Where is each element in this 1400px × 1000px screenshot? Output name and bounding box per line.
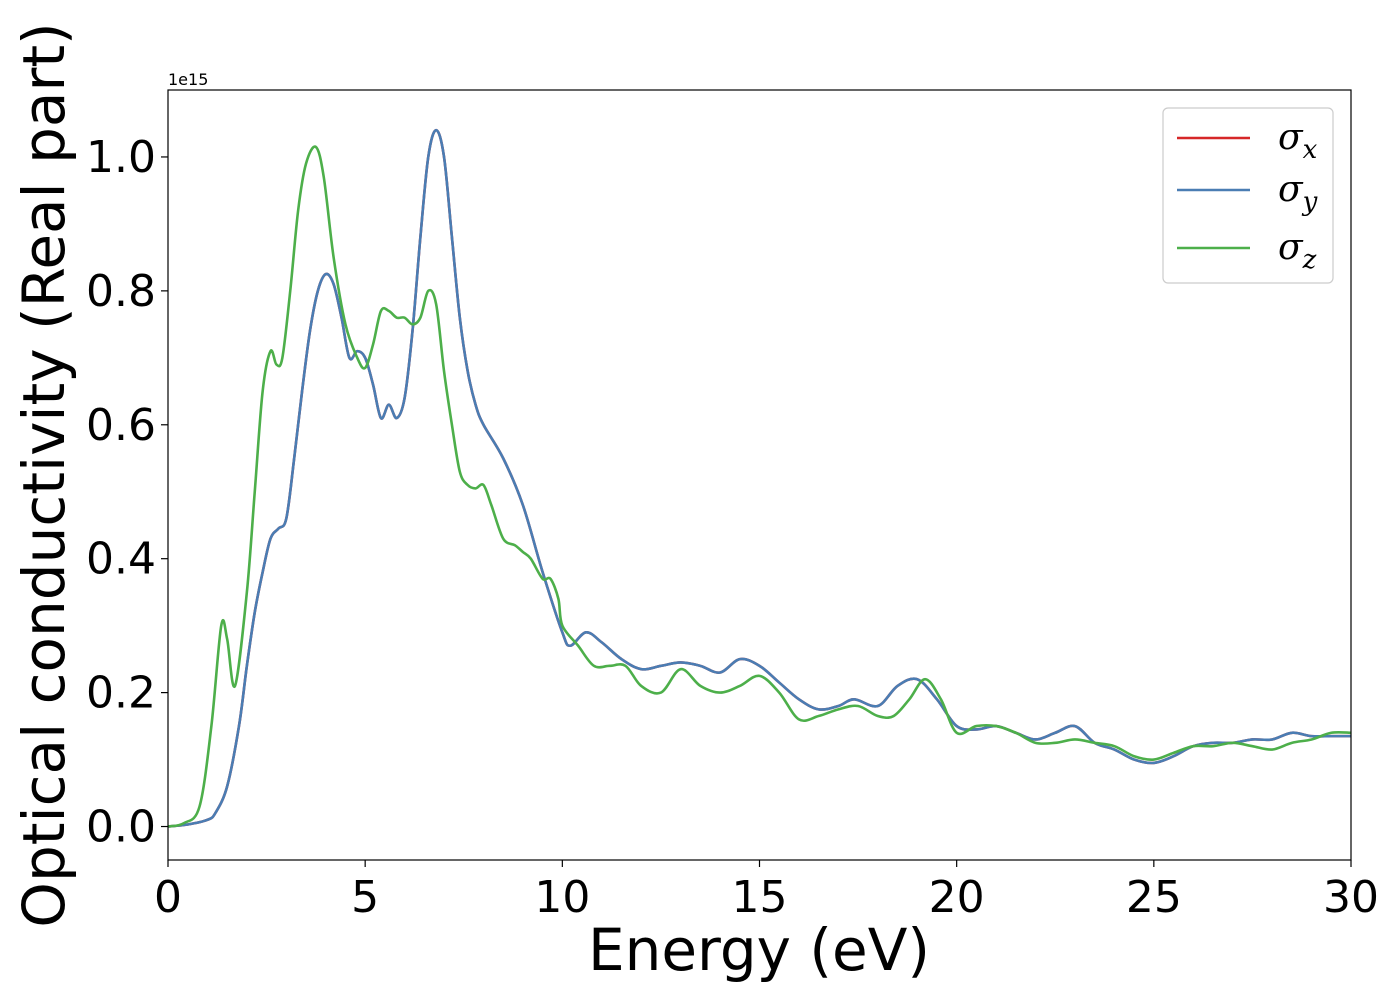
x-tick-label: 0 xyxy=(154,872,182,923)
series-line-z xyxy=(167,145,1352,828)
legend-box xyxy=(1162,107,1334,284)
x-tick-label: 5 xyxy=(351,872,379,923)
x-tick-label: 20 xyxy=(929,872,985,923)
x-tick-label: 10 xyxy=(534,872,590,923)
x-tick-label: 30 xyxy=(1323,872,1379,923)
x-axis-title: Energy (eV) xyxy=(588,916,930,984)
y-tick-label: 1.0 xyxy=(86,132,156,183)
y-ticks: 0.0 0.2 0.4 0.6 0.8 1.0 xyxy=(86,132,168,853)
y-offset-label: 1e15 xyxy=(168,70,208,89)
legend-subscript-x: x xyxy=(1303,135,1318,165)
series-line-y xyxy=(167,128,1351,828)
y-tick-label: 0.8 xyxy=(86,266,156,317)
y-tick-label: 0.0 xyxy=(86,802,156,853)
y-tick-label: 0.2 xyxy=(86,668,156,719)
x-ticks: 0 5 10 15 20 25 30 xyxy=(154,860,1379,923)
y-tick-label: 0.6 xyxy=(86,400,156,451)
x-tick-label: 15 xyxy=(732,872,788,923)
series-lines xyxy=(167,128,1352,828)
y-tick-label: 0.4 xyxy=(86,534,156,585)
legend-subscript-y: y xyxy=(1302,187,1318,217)
legend-subscript-z: z xyxy=(1302,245,1317,275)
x-tick-label: 25 xyxy=(1126,872,1182,923)
y-axis-title: Optical conductivity (Real part) xyxy=(10,22,78,927)
